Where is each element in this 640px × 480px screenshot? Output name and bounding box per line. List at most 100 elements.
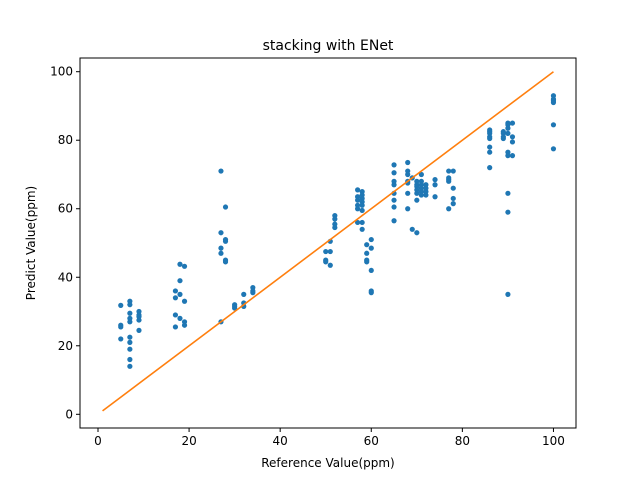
data-point: [359, 219, 365, 226]
plot-area: [102, 71, 557, 412]
data-point: [405, 206, 411, 212]
data-point: [222, 238, 229, 244]
x-tick-label: 100: [542, 434, 565, 448]
data-point: [450, 195, 456, 202]
data-point: [418, 171, 424, 178]
data-point: [127, 356, 133, 363]
data-point: [136, 317, 142, 323]
data-point: [414, 230, 420, 236]
data-point: [405, 159, 411, 166]
data-point: [391, 204, 397, 210]
y-tick-label: 60: [58, 202, 73, 216]
data-point: [127, 334, 133, 340]
data-point: [391, 197, 397, 203]
data-point: [505, 130, 511, 136]
y-axis-label: Predict Value(ppm): [24, 186, 38, 300]
data-point: [136, 327, 142, 333]
data-point: [127, 346, 133, 352]
x-tick-label: 0: [94, 434, 102, 448]
data-point: [450, 168, 456, 174]
data-point: [487, 144, 493, 150]
data-point: [432, 182, 438, 188]
data-point: [409, 226, 415, 232]
data-point: [487, 135, 493, 142]
data-point: [323, 248, 329, 255]
data-point: [391, 170, 397, 176]
data-point: [505, 209, 511, 215]
data-point: [391, 218, 397, 224]
data-point: [181, 263, 188, 269]
axis-ticks: 0 20 40 60 80 100 0 20 40 60 80 100: [50, 65, 565, 448]
data-point: [505, 190, 511, 196]
y-tick-label: 20: [58, 339, 73, 353]
data-point: [450, 185, 456, 191]
data-point: [127, 319, 133, 325]
data-point: [405, 171, 411, 178]
data-point: [118, 324, 124, 330]
data-point: [241, 291, 247, 297]
data-point: [359, 202, 365, 208]
data-point: [364, 242, 370, 248]
data-point: [446, 178, 452, 184]
data-point: [500, 135, 506, 142]
data-point: [446, 206, 452, 212]
data-point: [355, 206, 361, 212]
data-point: [355, 219, 361, 226]
y-tick-label: 100: [50, 65, 73, 79]
data-point: [505, 291, 511, 297]
data-point: [177, 278, 183, 284]
data-point: [323, 259, 329, 265]
data-point: [218, 168, 224, 174]
data-point: [368, 245, 374, 251]
data-point: [127, 339, 133, 345]
data-point: [172, 324, 179, 330]
data-point: [487, 149, 493, 155]
data-point: [432, 177, 438, 183]
y-tick-label: 0: [65, 407, 73, 421]
x-tick-label: 40: [273, 434, 288, 448]
data-point: [355, 197, 361, 203]
data-point: [509, 134, 516, 140]
x-tick-label: 20: [181, 434, 196, 448]
y-tick-label: 80: [58, 133, 73, 147]
data-point: [405, 190, 411, 196]
chart-title: stacking with ENet: [263, 38, 394, 54]
data-point: [446, 168, 452, 174]
data-point: [218, 230, 224, 236]
data-point: [172, 288, 179, 294]
x-axis-label: Reference Value(ppm): [261, 456, 394, 470]
data-point: [327, 262, 333, 268]
data-point: [172, 312, 179, 318]
data-point: [423, 192, 429, 198]
data-point: [364, 259, 370, 265]
data-point: [118, 336, 124, 342]
data-point: [487, 165, 493, 171]
data-point: [218, 250, 224, 256]
data-point: [181, 298, 188, 304]
data-point: [391, 162, 397, 168]
reference-line: [102, 71, 554, 412]
data-point: [509, 139, 516, 145]
data-point: [550, 99, 557, 106]
data-point: [550, 122, 557, 128]
data-point: [368, 236, 374, 243]
data-point: [222, 204, 229, 210]
data-point: [364, 250, 370, 256]
data-point: [218, 245, 224, 251]
data-point: [359, 226, 365, 232]
data-point: [391, 182, 397, 188]
data-point: [368, 267, 374, 274]
data-point: [332, 224, 338, 231]
data-point: [177, 261, 183, 267]
data-point: [509, 120, 516, 126]
data-point: [414, 197, 420, 203]
y-tick-label: 40: [58, 270, 73, 284]
data-point: [118, 302, 124, 308]
data-point: [332, 216, 338, 222]
data-point: [505, 153, 511, 159]
data-point: [355, 187, 361, 193]
data-point: [172, 295, 179, 301]
data-point: [250, 290, 256, 296]
data-point: [414, 190, 420, 196]
